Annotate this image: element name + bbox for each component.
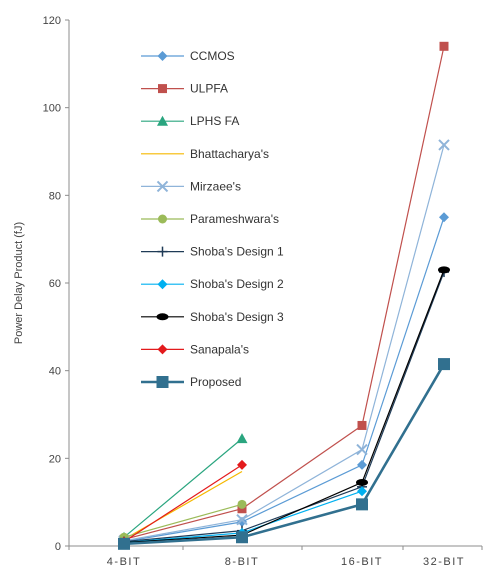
- legend-label: Shoba's Design 2: [190, 277, 284, 291]
- legend-entry: Mirzaee's: [141, 179, 241, 193]
- y-tick-label: 60: [49, 278, 61, 290]
- legend-entry: ULPFA: [141, 82, 228, 96]
- legend: CCMOS ULPFA LPHS FA Bhattacharya's Mirzaee's…: [141, 49, 284, 389]
- data-point: [118, 537, 130, 550]
- legend-entry: Parameshwara's: [141, 212, 279, 226]
- series-line: [123, 269, 445, 544]
- data-point: [438, 266, 450, 274]
- series-4: [118, 139, 450, 547]
- legend-entry: LPHS FA: [141, 114, 239, 128]
- data-point: [156, 180, 169, 193]
- series-line: [123, 503, 243, 538]
- legend-label: Sanapala's: [190, 342, 249, 356]
- y-tick-label: 100: [43, 103, 61, 115]
- series-line: [123, 470, 243, 540]
- data-point-stroke: [356, 443, 368, 456]
- legend-label: Mirzaee's: [190, 179, 241, 193]
- series-lines: [118, 41, 450, 550]
- series-line: [123, 438, 243, 538]
- data-point: [439, 41, 449, 51]
- data-point: [439, 212, 449, 223]
- series-line: [123, 46, 445, 541]
- x-tick-label: 4-BIT: [107, 556, 141, 568]
- y-tick-label: 0: [55, 541, 61, 553]
- data-point: [158, 214, 167, 224]
- legend-label: Proposed: [190, 375, 241, 389]
- data-point: [357, 420, 367, 430]
- data-point: [356, 443, 368, 456]
- legend-label: Shoba's Design 3: [190, 310, 284, 324]
- data-point: [157, 51, 168, 61]
- data-point: [157, 279, 168, 290]
- data-point: [157, 115, 168, 126]
- data-point: [236, 531, 248, 544]
- series-line: [123, 144, 445, 542]
- data-point: [236, 513, 248, 526]
- series-line: [123, 464, 243, 543]
- y-tick-label: 80: [49, 190, 61, 202]
- legend-entry: Shoba's Design 2: [141, 277, 284, 291]
- data-point: [236, 433, 248, 444]
- series-3: [123, 470, 243, 540]
- data-point: [237, 499, 247, 509]
- legend-label: Shoba's Design 1: [190, 245, 284, 259]
- data-point: [357, 486, 367, 497]
- series-1: [119, 41, 449, 544]
- data-point: [158, 84, 167, 94]
- data-point: [157, 246, 168, 257]
- y-tick-label: 20: [49, 453, 61, 465]
- legend-entry: Shoba's Design 3: [141, 310, 284, 324]
- legend-label: Bhattacharya's: [190, 147, 269, 161]
- series-line: [123, 363, 446, 546]
- x-tick-label: 8-BIT: [225, 556, 259, 568]
- legend-label: LPHS FA: [190, 114, 239, 128]
- x-tick-label: 16-BIT: [341, 556, 383, 568]
- legend-entry: CCMOS: [141, 49, 235, 63]
- series-10: [118, 358, 450, 550]
- data-point: [237, 516, 247, 527]
- axes: 0 20 40 60 80 100 120 4-BIT 8-BIT 16-BIT 32-BIT: [43, 15, 483, 568]
- data-point: [356, 498, 368, 511]
- data-point: [357, 459, 367, 470]
- series-line: [123, 217, 445, 543]
- y-axis-title: Power Delay Product (fJ): [13, 222, 25, 344]
- y-tick-label: 120: [43, 15, 61, 27]
- data-point-stroke: [236, 513, 248, 526]
- legend-label: ULPFA: [190, 82, 228, 96]
- legend-label: CCMOS: [190, 49, 235, 63]
- legend-entry: Proposed: [141, 375, 241, 389]
- data-point: [157, 344, 168, 355]
- legend-entry: Bhattacharya's: [141, 147, 269, 161]
- data-point: [156, 376, 169, 388]
- series-2: [118, 433, 248, 542]
- data-point: [156, 313, 169, 321]
- x-tick-label: 32-BIT: [423, 556, 465, 568]
- data-point: [237, 459, 247, 470]
- legend-label: Parameshwara's: [190, 212, 279, 226]
- data-point: [356, 478, 368, 486]
- series-line: [123, 271, 445, 543]
- legend-entry: Sanapala's: [141, 342, 249, 356]
- legend-entry: Shoba's Design 1: [141, 245, 284, 259]
- data-point: [438, 358, 450, 371]
- data-point-stroke: [156, 180, 169, 193]
- y-tick-label: 40: [49, 366, 61, 378]
- data-point-stroke: [438, 139, 450, 151]
- data-point: [438, 139, 450, 151]
